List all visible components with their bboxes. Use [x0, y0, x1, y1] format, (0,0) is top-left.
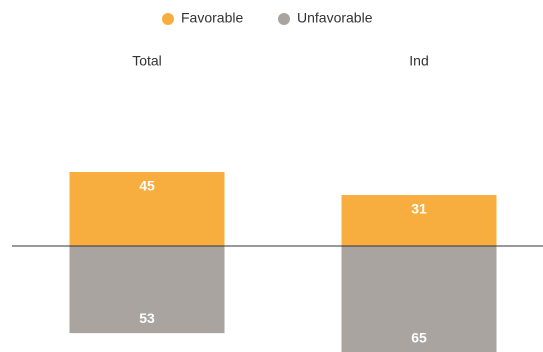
category-label: Ind [409, 53, 428, 69]
value-label: 53 [139, 310, 155, 326]
value-label: 31 [411, 201, 427, 217]
legend-label: Favorable [181, 10, 243, 26]
bar [341, 195, 497, 246]
value-label: 45 [139, 178, 155, 194]
bar [341, 246, 497, 352]
legend-swatch [278, 13, 290, 25]
legend-swatch [162, 13, 174, 25]
bar [69, 172, 225, 246]
category-label: Total [132, 53, 162, 69]
bar [69, 246, 225, 334]
value-label: 65 [411, 330, 427, 346]
legend-label: Unfavorable [297, 10, 373, 26]
